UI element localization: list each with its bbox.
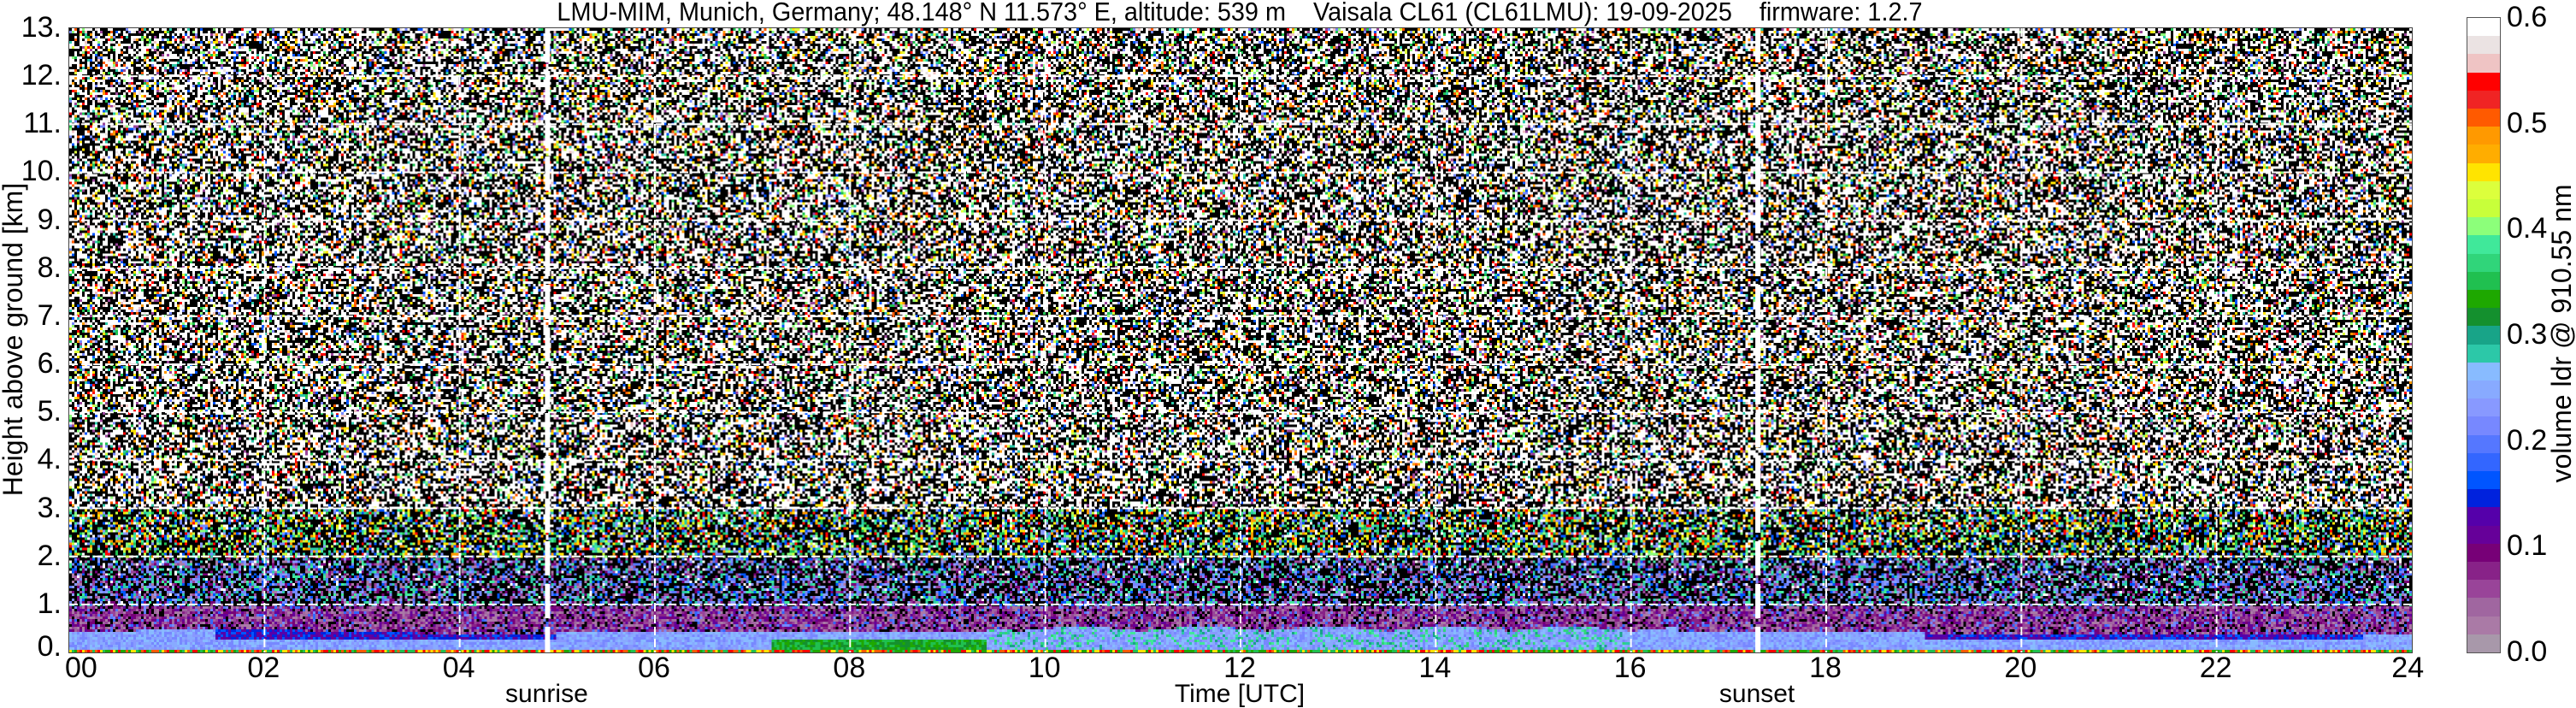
colorbar-segment — [2467, 290, 2500, 308]
colorbar-segment — [2467, 272, 2500, 290]
colorbar-segment — [2467, 217, 2500, 235]
grid-overlay — [69, 28, 2412, 652]
x-tick-label: 24 — [2391, 655, 2424, 681]
plot-area — [68, 27, 2413, 653]
y-tick-label: 1. — [38, 591, 62, 617]
colorbar-tick-label: 0.6 — [2507, 4, 2547, 30]
colorbar-segment — [2467, 435, 2500, 453]
y-tick-label: 2. — [38, 543, 62, 569]
colorbar-segment — [2467, 526, 2500, 544]
colorbar-segment — [2467, 345, 2500, 363]
y-tick-label: 4. — [38, 446, 62, 472]
colorbar-segment — [2467, 580, 2500, 598]
colorbar — [2467, 17, 2501, 653]
colorbar-segment — [2467, 109, 2500, 127]
x-tick-label: 00 — [65, 655, 97, 681]
colorbar-segment — [2467, 363, 2500, 381]
y-tick-label: 11. — [23, 110, 62, 136]
colorbar-segment — [2467, 398, 2500, 416]
colorbar-segment — [2467, 127, 2500, 145]
x-tick-label: 20 — [2004, 655, 2037, 681]
colorbar-segment — [2467, 308, 2500, 326]
x-tick-label: 22 — [2200, 655, 2232, 681]
x-tick-label: 14 — [1418, 655, 1451, 681]
y-tick-label: 5. — [38, 398, 62, 424]
colorbar-tick-label: 0.4 — [2507, 215, 2547, 241]
colorbar-segment — [2467, 235, 2500, 253]
x-tick-label: 12 — [1223, 655, 1256, 681]
colorbar-title: volume ldr @ 910.55 nm — [2549, 184, 2573, 482]
chart-title: LMU-MIM, Munich, Germany; 48.148° N 11.5… — [150, 0, 2329, 27]
y-tick-label: 12. — [21, 62, 62, 88]
colorbar-segment — [2467, 617, 2500, 634]
colorbar-segment — [2467, 544, 2500, 562]
x-tick-label: 04 — [443, 655, 475, 681]
colorbar-tick-label: 0.2 — [2507, 428, 2547, 453]
y-tick-label: 10. — [21, 158, 62, 184]
colorbar-tick-label: 0.0 — [2507, 639, 2547, 664]
y-tick-label: 8. — [38, 255, 62, 280]
colorbar-segment — [2467, 91, 2500, 109]
y-tick-label: 0. — [38, 634, 62, 659]
x-tick-label: 06 — [638, 655, 670, 681]
colorbar-segment — [2467, 453, 2500, 471]
colorbar-segment — [2467, 163, 2500, 181]
x-tick-label: 16 — [1614, 655, 1647, 681]
x-tick-label: 18 — [1809, 655, 1842, 681]
colorbar-segment — [2467, 326, 2500, 344]
colorbar-tick-label: 0.1 — [2507, 533, 2547, 558]
colorbar-segment — [2467, 507, 2500, 525]
colorbar-segment — [2467, 471, 2500, 489]
colorbar-segment — [2467, 18, 2500, 36]
x-tick-label: 10 — [1029, 655, 1061, 681]
y-tick-label: 3. — [38, 495, 62, 521]
y-tick-label: 7. — [38, 303, 62, 328]
colorbar-segment — [2467, 181, 2500, 199]
sunset-label: sunset — [1719, 682, 1795, 706]
colorbar-segment — [2467, 598, 2500, 616]
colorbar-segment — [2467, 254, 2500, 272]
sunrise-label: sunrise — [505, 682, 588, 706]
colorbar-segment — [2467, 145, 2500, 162]
colorbar-segment — [2467, 634, 2500, 652]
y-tick-label: 13. — [21, 15, 62, 40]
colorbar-segment — [2467, 381, 2500, 398]
colorbar-segment — [2467, 199, 2500, 217]
y-tick-label: 9. — [38, 207, 62, 233]
colorbar-segment — [2467, 36, 2500, 54]
colorbar-segment — [2467, 562, 2500, 580]
x-tick-label: 08 — [833, 655, 865, 681]
colorbar-tick-label: 0.5 — [2507, 110, 2547, 136]
colorbar-segment — [2467, 489, 2500, 507]
y-axis-title: Height above ground [km] — [1, 183, 25, 496]
x-axis-title: Time [UTC] — [1175, 682, 1305, 706]
colorbar-segment — [2467, 73, 2500, 91]
x-tick-label: 02 — [247, 655, 280, 681]
colorbar-segment — [2467, 54, 2500, 72]
y-tick-label: 6. — [38, 351, 62, 376]
colorbar-tick-label: 0.3 — [2507, 322, 2547, 347]
colorbar-segment — [2467, 416, 2500, 434]
